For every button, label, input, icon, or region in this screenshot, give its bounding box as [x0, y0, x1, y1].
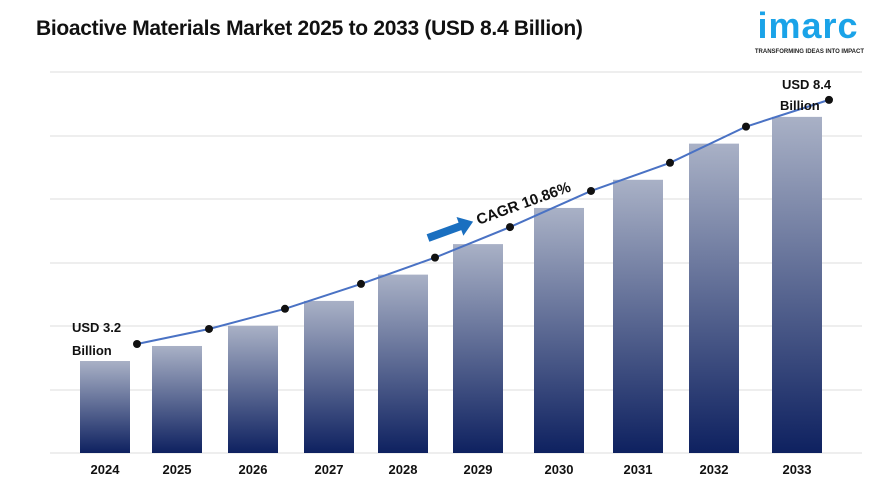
trend-point — [587, 186, 595, 195]
x-tick-label: 2024 — [91, 462, 121, 477]
trend-point — [742, 122, 750, 131]
x-tick-label: 2028 — [389, 462, 418, 477]
trend-point — [281, 304, 289, 313]
x-tick-label: 2026 — [239, 462, 268, 477]
chart-title: Bioactive Materials Market 2025 to 2033 … — [36, 17, 583, 40]
bar-2027 — [304, 300, 354, 453]
x-tick-label: 2032 — [700, 462, 729, 477]
end-annotation-1: USD 8.4 — [782, 77, 832, 92]
x-tick-label: 2027 — [315, 462, 344, 477]
bar-2031 — [613, 179, 663, 453]
bar-2026 — [228, 325, 278, 453]
x-tick-label: 2030 — [545, 462, 574, 477]
bar-2024 — [80, 361, 130, 453]
imarc-logo: imarc TRANSFORMING IDEAS INTO IMPACT — [752, 6, 864, 56]
trend-line — [136, 98, 830, 345]
bar-2025 — [152, 345, 202, 453]
trend-point — [133, 340, 141, 348]
trend-point — [357, 279, 365, 288]
start-annotation-2: Billion — [72, 343, 112, 358]
x-tick-label: 2029 — [464, 462, 493, 477]
bar-2032 — [689, 143, 739, 454]
trend-point — [666, 158, 674, 167]
x-tick-label: 2031 — [624, 462, 653, 477]
bar-2033 — [772, 116, 822, 454]
trend-point — [205, 324, 213, 333]
x-tick-label: 2025 — [163, 462, 192, 477]
trend-point — [825, 95, 833, 104]
start-annotation-1: USD 3.2 — [72, 320, 121, 335]
logo-word: imarc — [757, 5, 859, 46]
bar-2030 — [534, 207, 584, 453]
x-tick-label: 2033 — [783, 462, 812, 477]
bar-2028 — [378, 274, 428, 453]
trend-point — [431, 253, 439, 262]
trend-point — [506, 223, 514, 232]
logo-tagline: TRANSFORMING IDEAS INTO IMPACT — [754, 49, 864, 55]
end-annotation-2: Billion — [780, 98, 820, 113]
bar-2029 — [453, 244, 503, 453]
cagr-arrow-icon — [426, 216, 474, 242]
